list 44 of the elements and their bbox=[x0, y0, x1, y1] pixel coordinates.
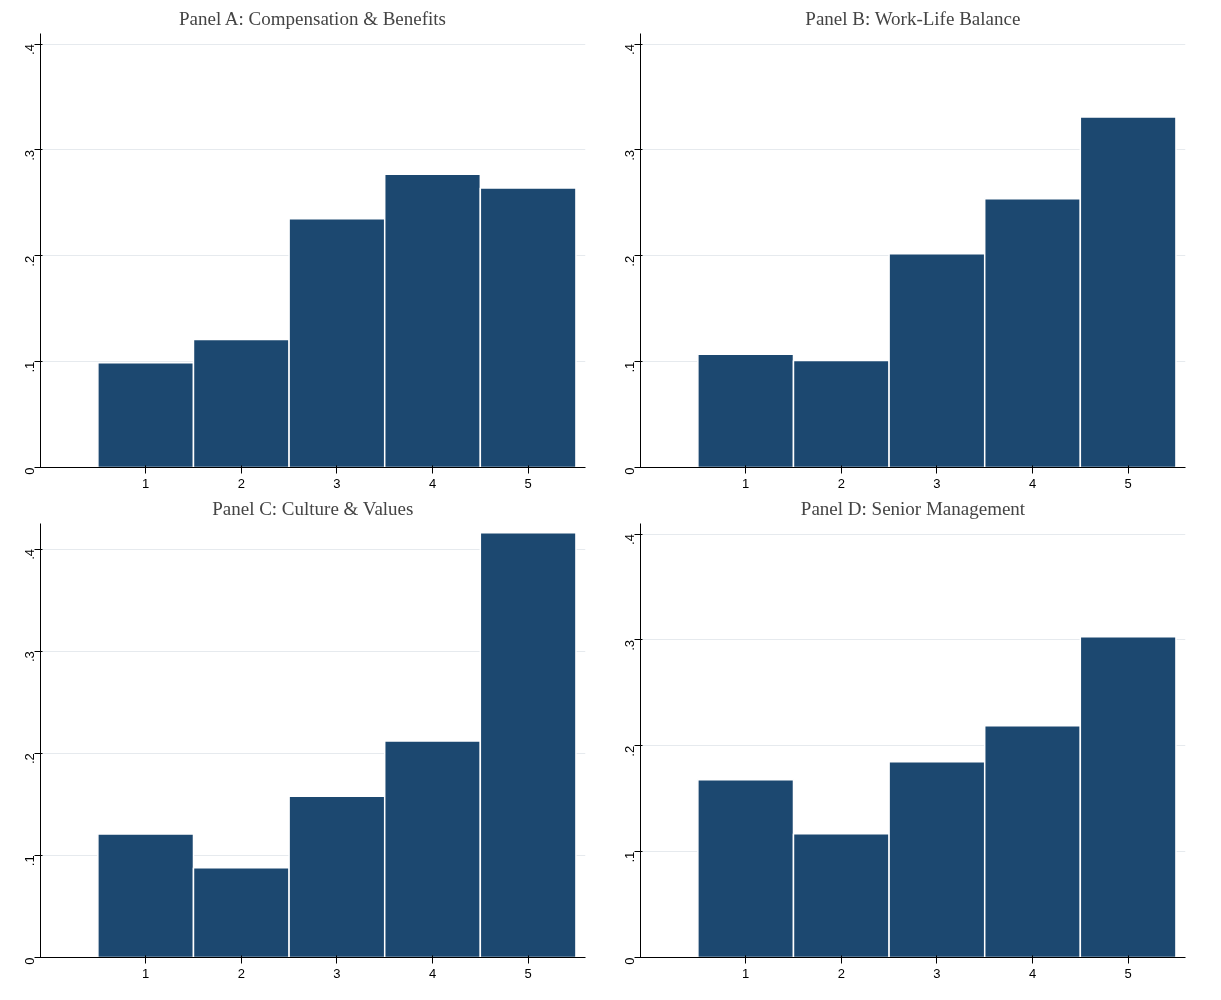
x-tick-label: 3 bbox=[933, 475, 941, 491]
y-tick-label: 0 bbox=[22, 957, 37, 965]
chart-title: Panel C: Culture & Values bbox=[212, 497, 414, 519]
x-tick-label: 5 bbox=[524, 475, 532, 491]
x-tick-label: 3 bbox=[333, 475, 341, 491]
y-tick-label: .2 bbox=[22, 255, 37, 267]
x-tick-label: 3 bbox=[333, 965, 341, 981]
y-tick-label: .4 bbox=[22, 44, 37, 55]
x-tick-label: 2 bbox=[837, 475, 845, 491]
chart-title: Panel D: Senior Management bbox=[800, 497, 1026, 519]
x-tick-label: 4 bbox=[428, 965, 437, 981]
y-tick-label: .2 bbox=[22, 753, 37, 765]
y-tick-label: .3 bbox=[622, 149, 637, 161]
y-tick-label: 0 bbox=[22, 467, 37, 475]
y-tick-label: .4 bbox=[622, 44, 637, 55]
y-tick-label: .2 bbox=[622, 745, 637, 757]
y-tick-label: .2 bbox=[622, 255, 637, 267]
y-tick-label: 0 bbox=[622, 467, 637, 475]
x-tick-label: 5 bbox=[1124, 965, 1132, 981]
x-tick-label: 2 bbox=[237, 475, 245, 491]
x-tick-label: 1 bbox=[742, 475, 750, 491]
chart-title: Panel B: Work-Life Balance bbox=[805, 7, 1021, 29]
y-tick-label: .4 bbox=[622, 534, 637, 545]
x-tick-label: 4 bbox=[428, 475, 437, 491]
y-tick-label: .1 bbox=[22, 361, 37, 373]
x-tick-label: 3 bbox=[933, 965, 941, 981]
x-tick-label: 5 bbox=[1124, 475, 1132, 491]
x-tick-label: 4 bbox=[1028, 965, 1037, 981]
chart-title: Panel A: Compensation & Benefits bbox=[178, 7, 446, 29]
x-tick-label: 2 bbox=[837, 965, 845, 981]
x-tick-label: 2 bbox=[237, 965, 245, 981]
y-tick-label: .3 bbox=[622, 639, 637, 651]
y-tick-label: 0 bbox=[622, 957, 637, 965]
y-tick-label: .3 bbox=[22, 651, 37, 662]
x-tick-label: 1 bbox=[142, 965, 150, 981]
y-tick-label: .4 bbox=[22, 549, 37, 560]
y-tick-label: .1 bbox=[622, 361, 637, 373]
x-tick-label: 1 bbox=[742, 965, 750, 981]
x-tick-label: 5 bbox=[524, 965, 532, 981]
x-tick-label: 1 bbox=[142, 475, 150, 491]
y-tick-label: .3 bbox=[22, 149, 37, 161]
y-tick-label: .1 bbox=[22, 855, 37, 867]
y-tick-label: .1 bbox=[622, 851, 637, 863]
x-tick-label: 4 bbox=[1028, 475, 1037, 491]
